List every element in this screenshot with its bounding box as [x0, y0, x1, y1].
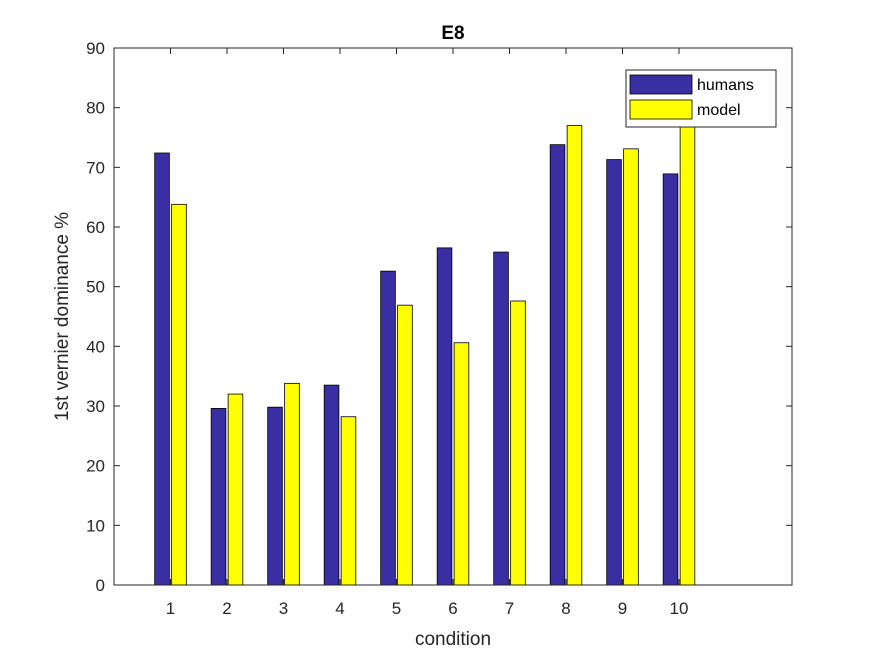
- y-tick-label: 40: [86, 337, 105, 356]
- bar-model-8: [566, 125, 583, 586]
- x-tick-label: 2: [222, 599, 231, 618]
- x-tick-label: 6: [448, 599, 457, 618]
- legend-swatch-model: [629, 99, 693, 120]
- y-tick-label: 10: [86, 516, 105, 535]
- x-tick-label: 8: [561, 599, 570, 618]
- bar-humans-8: [549, 144, 566, 586]
- y-tick-label: 30: [86, 397, 105, 416]
- bar-model-2: [227, 393, 244, 586]
- x-tick-label: 3: [279, 599, 288, 618]
- legend-swatch-humans: [629, 74, 693, 95]
- bar-model-1: [171, 203, 187, 586]
- y-tick-label: 20: [86, 457, 105, 476]
- bar-humans-4: [323, 384, 340, 586]
- x-tick-label: 10: [670, 599, 689, 618]
- x-tick-label: 1: [166, 599, 175, 618]
- bar-humans-6: [436, 247, 453, 586]
- x-axis-label: condition: [415, 629, 491, 650]
- bar-humans-9: [606, 159, 622, 586]
- bar-humans-3: [267, 406, 283, 586]
- bar-humans-7: [493, 251, 509, 586]
- bar-humans-10: [662, 173, 679, 586]
- x-axis: 1 2 3 4 5 6 7 8 9 10: [166, 48, 689, 618]
- x-tick-label: 4: [335, 599, 344, 618]
- x-tick-label: 9: [618, 599, 627, 618]
- y-tick-label: 60: [86, 218, 105, 237]
- bar-humans-1: [154, 152, 170, 586]
- plot-area: [114, 48, 792, 585]
- x-tick-label: 7: [505, 599, 514, 618]
- y-tick-label: 70: [86, 158, 105, 177]
- bar-model-9: [623, 148, 639, 586]
- bar-model-6: [453, 342, 470, 586]
- y-tick-label: 0: [96, 576, 105, 595]
- bar-model-10: [679, 111, 696, 586]
- y-tick-label: 50: [86, 278, 105, 297]
- bar-humans-2: [210, 407, 227, 586]
- x-tick-label: 5: [392, 599, 401, 618]
- bar-humans-5: [380, 270, 396, 586]
- bar-model-7: [510, 300, 526, 586]
- y-tick-label: 80: [86, 99, 105, 118]
- y-tick-label: 90: [86, 39, 105, 58]
- bar-model-3: [284, 382, 300, 586]
- y-axis: 0 10 20 30 40 50 60 70 80 90: [86, 39, 792, 595]
- y-axis-label: 1st vernier dominance %: [52, 212, 73, 421]
- bar-model-4: [340, 416, 357, 586]
- legend-label-model: model: [697, 102, 741, 119]
- legend-label-humans: humans: [697, 77, 754, 94]
- legend: humans model: [625, 69, 777, 128]
- bars-group: [154, 111, 696, 586]
- bar-model-5: [397, 304, 413, 586]
- chart-title: E8: [441, 23, 464, 44]
